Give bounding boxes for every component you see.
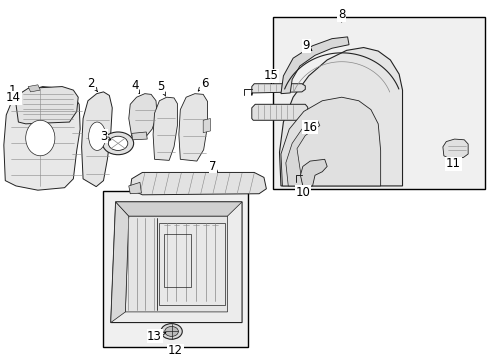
Polygon shape [128,94,157,138]
Polygon shape [81,92,112,186]
Polygon shape [111,202,128,323]
Circle shape [161,324,182,339]
Text: 15: 15 [263,69,278,83]
Polygon shape [153,97,177,160]
Ellipse shape [26,120,55,156]
Text: 3: 3 [100,130,111,143]
Text: 6: 6 [198,77,208,91]
Polygon shape [28,85,40,92]
Text: 8: 8 [337,8,345,22]
Text: 5: 5 [157,80,165,96]
Text: 1: 1 [8,84,20,99]
Polygon shape [16,86,78,124]
Text: 9: 9 [302,39,311,52]
Ellipse shape [88,122,105,150]
Polygon shape [285,120,319,186]
Polygon shape [281,37,348,94]
Polygon shape [159,223,224,305]
Text: 12: 12 [167,345,183,357]
Text: 13: 13 [147,330,165,343]
Text: 4: 4 [131,79,139,94]
Polygon shape [4,86,80,190]
Polygon shape [281,97,380,186]
Text: 7: 7 [209,160,217,173]
Polygon shape [279,48,402,186]
Circle shape [164,327,178,336]
Bar [272,17,484,189]
Text: 14: 14 [6,91,21,104]
Polygon shape [131,132,147,140]
Circle shape [102,132,133,155]
Text: 11: 11 [445,157,460,170]
Polygon shape [130,172,266,195]
Polygon shape [179,94,207,161]
Polygon shape [251,84,305,95]
Polygon shape [116,202,242,216]
Circle shape [108,136,127,150]
Bar [102,191,248,347]
Polygon shape [300,159,326,186]
Text: 2: 2 [87,77,97,91]
Polygon shape [251,104,307,120]
Polygon shape [128,183,141,194]
Text: 16: 16 [302,121,317,134]
Polygon shape [125,216,227,312]
Polygon shape [442,139,467,158]
Text: 10: 10 [295,186,310,199]
Polygon shape [111,202,242,323]
Polygon shape [203,118,210,133]
